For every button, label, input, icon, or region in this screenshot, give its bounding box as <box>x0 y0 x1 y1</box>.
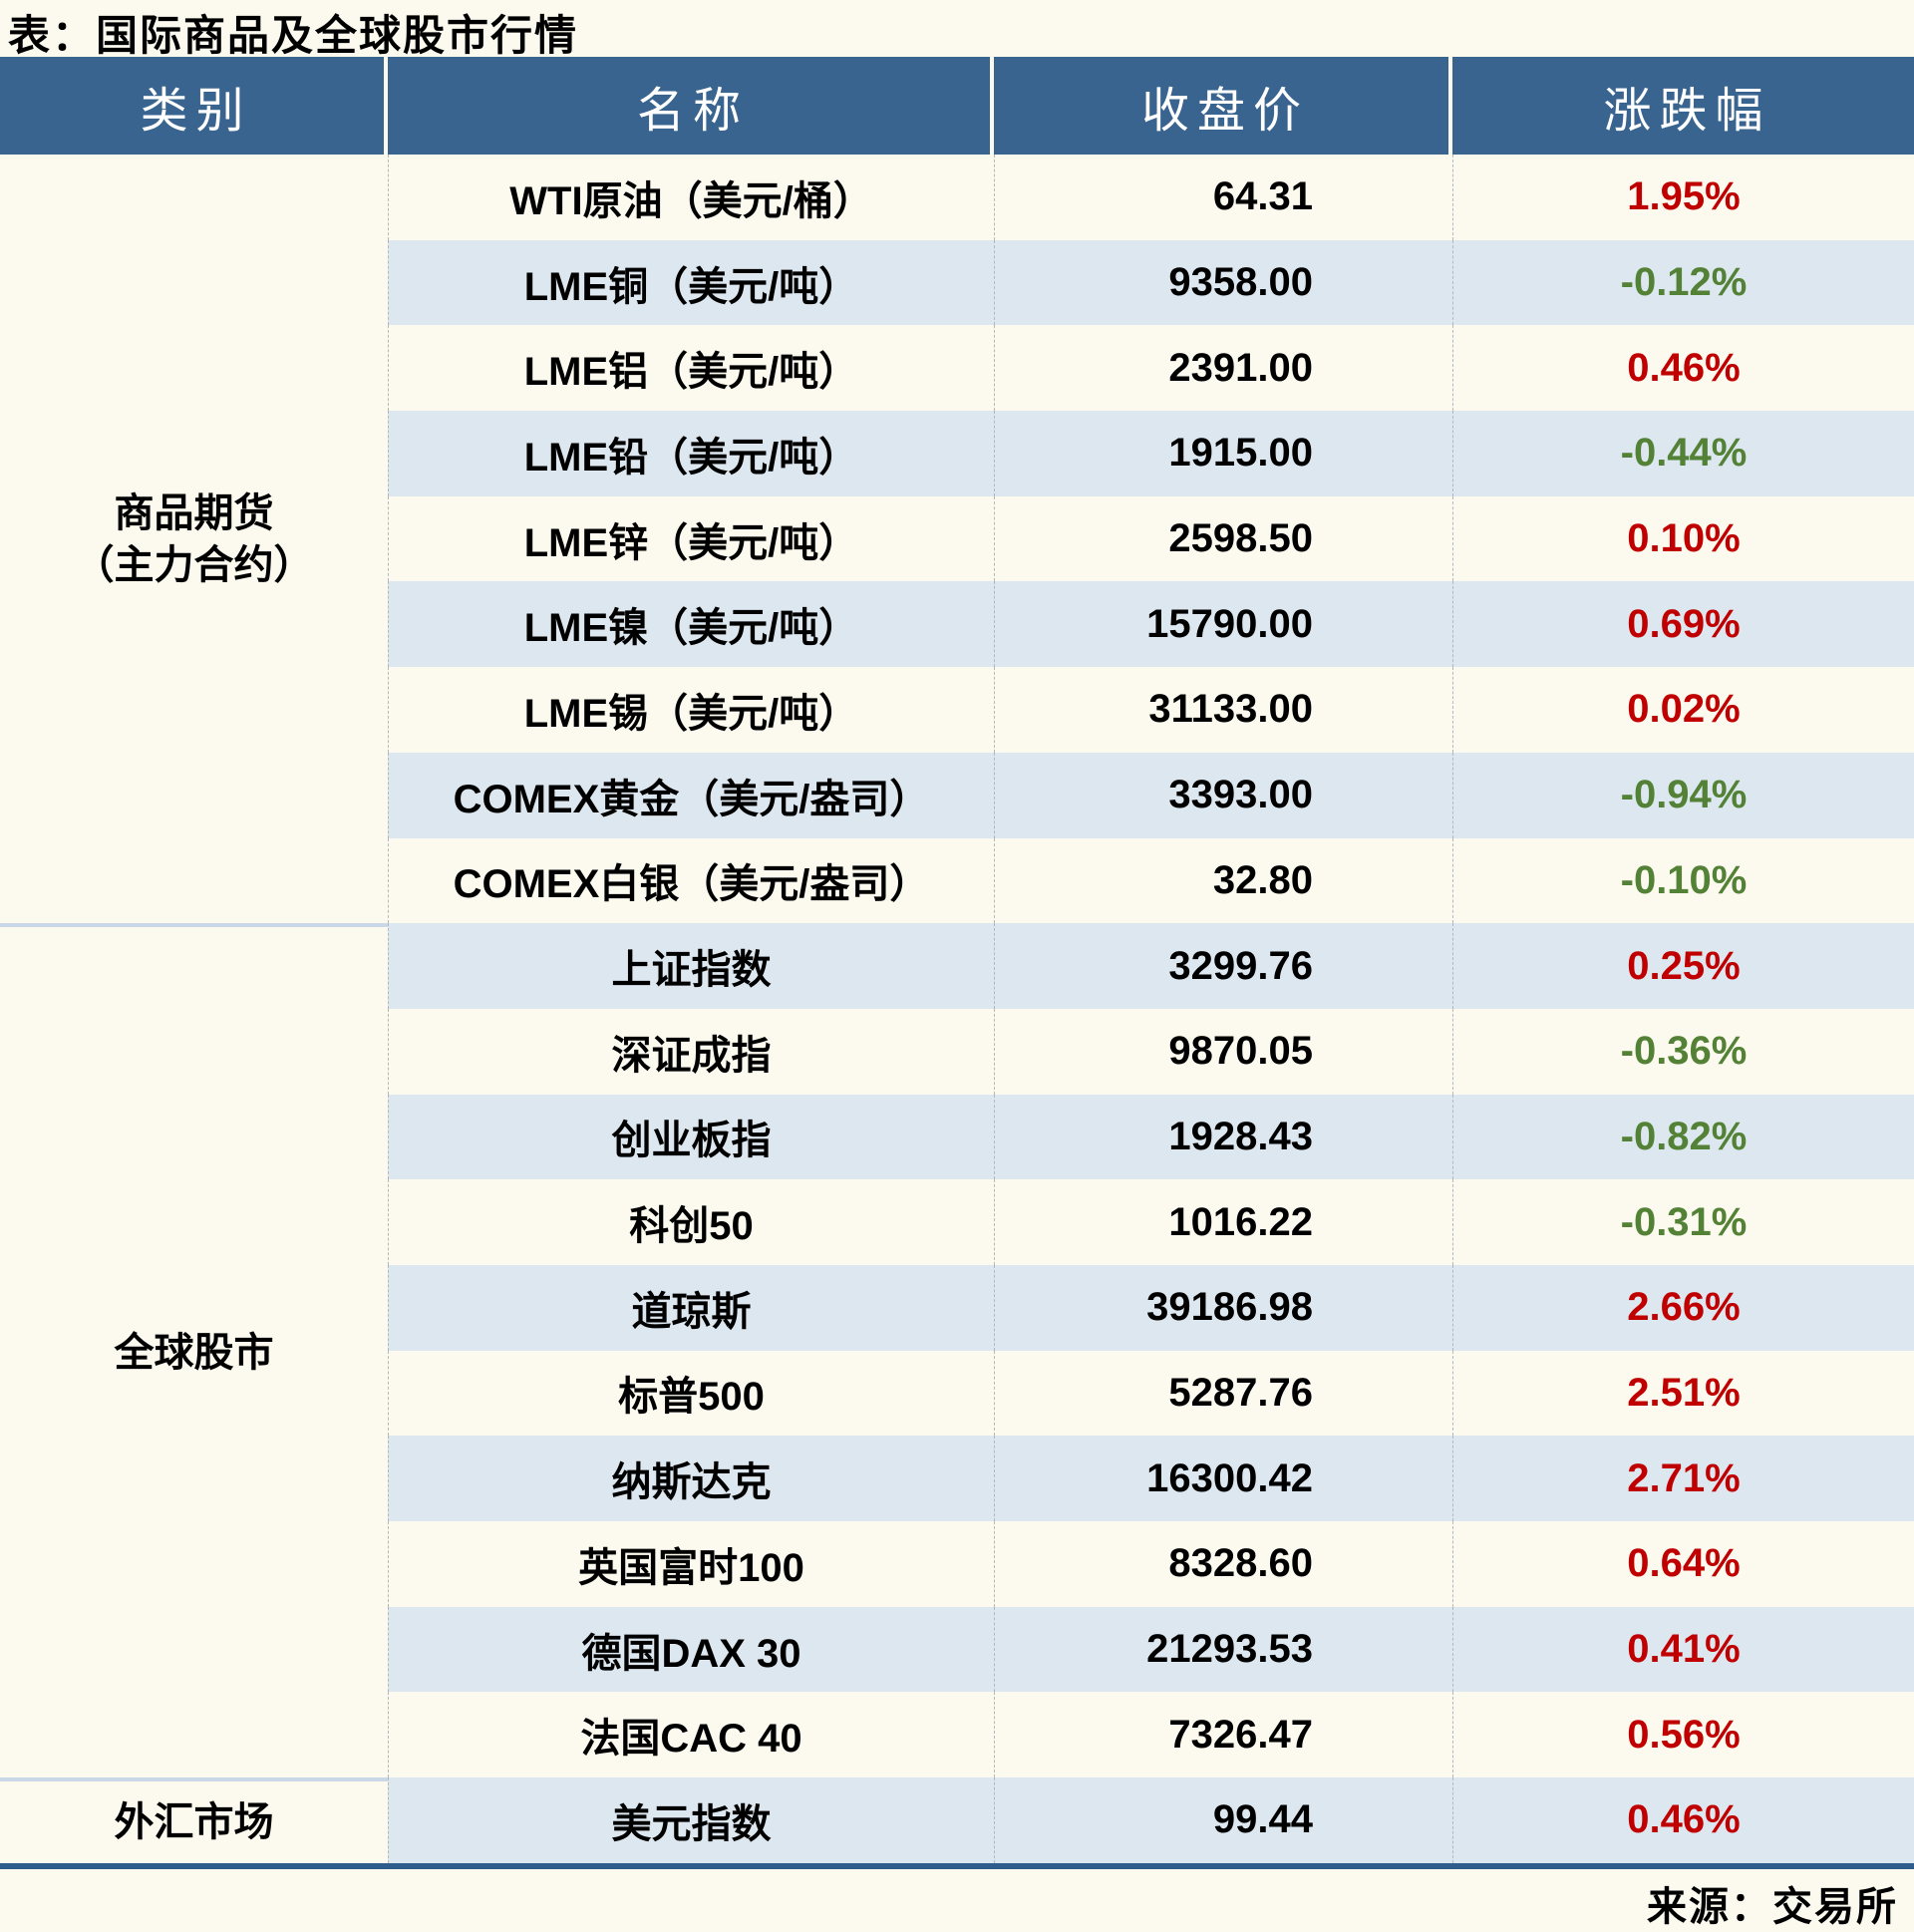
instrument-name: LME锌（美元/吨） <box>388 495 994 582</box>
change-percent: 2.66% <box>1452 1264 1914 1351</box>
close-price: 8328.60 <box>994 1521 1452 1607</box>
close-price: 5287.76 <box>994 1350 1452 1437</box>
close-price: 3393.00 <box>994 752 1452 838</box>
instrument-name: WTI原油（美元/桶） <box>388 155 994 240</box>
change-percent: -0.31% <box>1452 1179 1914 1265</box>
category-cell-0: 商品期货 （主力合约） <box>0 155 388 923</box>
instrument-name: LME镍（美元/吨） <box>388 581 994 668</box>
category-cell-2: 外汇市场 <box>0 1777 388 1863</box>
close-price: 2391.00 <box>994 325 1452 412</box>
change-percent: 0.46% <box>1452 325 1914 412</box>
instrument-name: 道琼斯 <box>388 1264 994 1351</box>
source-note: 来源：交易所 <box>1647 1885 1898 1929</box>
close-price: 3299.76 <box>994 923 1452 1009</box>
instrument-name: 美元指数 <box>388 1777 994 1863</box>
header-cell-category: 类别 <box>0 57 388 155</box>
close-price: 31133.00 <box>994 667 1452 753</box>
close-price: 15790.00 <box>994 581 1452 668</box>
instrument-name: 纳斯达克 <box>388 1436 994 1521</box>
category-line: （主力合约） <box>74 542 314 587</box>
close-price: 2598.50 <box>994 495 1452 582</box>
close-price: 1016.22 <box>994 1179 1452 1265</box>
instrument-name: COMEX黄金（美元/盎司） <box>388 752 994 838</box>
instrument-name: LME锡（美元/吨） <box>388 667 994 753</box>
change-percent: 2.51% <box>1452 1350 1914 1437</box>
change-percent: 1.95% <box>1452 155 1914 240</box>
change-percent: -0.94% <box>1452 752 1914 838</box>
category-line: 商品期货 <box>114 490 274 535</box>
instrument-name: 德国DAX 30 <box>388 1606 994 1693</box>
close-price: 7326.47 <box>994 1692 1452 1778</box>
table-header: 类别 名称 收盘价 涨跌幅 <box>0 57 1914 155</box>
header-cell-change-percent: 涨跌幅 <box>1452 57 1914 155</box>
change-percent: 0.25% <box>1452 923 1914 1009</box>
change-percent: -0.10% <box>1452 837 1914 924</box>
change-percent: -0.36% <box>1452 1008 1914 1095</box>
change-percent: 2.71% <box>1452 1436 1914 1521</box>
close-price: 16300.42 <box>994 1436 1452 1521</box>
change-percent: 0.02% <box>1452 667 1914 753</box>
change-percent: 0.46% <box>1452 1777 1914 1863</box>
change-percent: -0.12% <box>1452 239 1914 326</box>
table-bottom-border <box>0 1863 1914 1869</box>
category-line: 外汇市场 <box>114 1799 274 1844</box>
page-title: 表：国际商品及全球股市行情 <box>8 12 579 59</box>
close-price: 39186.98 <box>994 1264 1452 1351</box>
header-cell-close-price: 收盘价 <box>994 57 1452 155</box>
close-price: 1915.00 <box>994 411 1452 496</box>
change-percent: 0.64% <box>1452 1521 1914 1607</box>
instrument-name: 上证指数 <box>388 923 994 1009</box>
close-price: 64.31 <box>994 155 1452 240</box>
change-percent: 0.41% <box>1452 1606 1914 1693</box>
instrument-name: 创业板指 <box>388 1094 994 1180</box>
table-body: 商品期货 （主力合约） WTI原油（美元/桶） 64.31 1.95% LME铜（美元/吨… <box>0 155 1914 1863</box>
change-percent: -0.82% <box>1452 1094 1914 1180</box>
change-percent: -0.44% <box>1452 411 1914 496</box>
close-price: 21293.53 <box>994 1606 1452 1693</box>
instrument-name: LME铝（美元/吨） <box>388 325 994 412</box>
instrument-name: COMEX白银（美元/盎司） <box>388 837 994 924</box>
header-cell-name: 名称 <box>388 57 994 155</box>
change-percent: 0.69% <box>1452 581 1914 668</box>
instrument-name: 英国富时100 <box>388 1521 994 1607</box>
change-percent: 0.56% <box>1452 1692 1914 1778</box>
change-percent: 0.10% <box>1452 495 1914 582</box>
close-price: 32.80 <box>994 837 1452 924</box>
instrument-name: 深证成指 <box>388 1008 994 1095</box>
category-cell-1: 全球股市 <box>0 923 388 1777</box>
instrument-name: LME铜（美元/吨） <box>388 239 994 326</box>
close-price: 1928.43 <box>994 1094 1452 1180</box>
close-price: 99.44 <box>994 1777 1452 1863</box>
close-price: 9870.05 <box>994 1008 1452 1095</box>
close-price: 9358.00 <box>994 239 1452 326</box>
instrument-name: 科创50 <box>388 1179 994 1265</box>
category-line: 全球股市 <box>114 1330 274 1375</box>
instrument-name: 法国CAC 40 <box>388 1692 994 1778</box>
instrument-name: LME铅（美元/吨） <box>388 411 994 496</box>
instrument-name: 标普500 <box>388 1350 994 1437</box>
